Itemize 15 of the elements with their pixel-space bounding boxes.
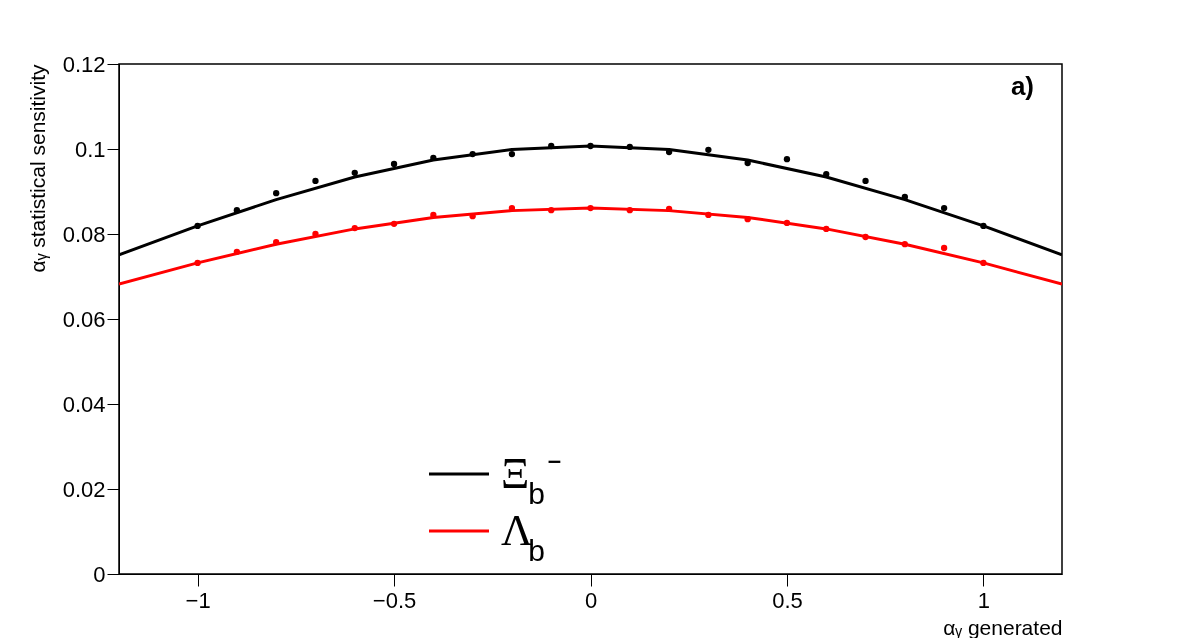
x-tick-label: 0 [584, 587, 598, 613]
x-tick-label: −1 [185, 587, 211, 613]
x-tick-label: 0.5 [772, 587, 803, 613]
y-tick-label: 0.02 [62, 476, 106, 502]
annotation: a) [1010, 71, 1034, 101]
y-tick-label: 0.04 [62, 391, 106, 417]
x-tick-label: −0.5 [372, 587, 417, 613]
y-tick-label: 0.08 [62, 221, 106, 247]
y-axis-title: αᵧ statistical sensitivity [25, 64, 50, 273]
y-tick-label: 0 [93, 561, 106, 587]
y-tick-label: 0.12 [62, 51, 106, 77]
x-tick-label: 1 [977, 587, 991, 613]
x-axis-title: αᵧ generated [943, 615, 1063, 638]
y-tick-label: 0.1 [74, 136, 106, 162]
y-tick-label: 0.06 [62, 306, 106, 332]
